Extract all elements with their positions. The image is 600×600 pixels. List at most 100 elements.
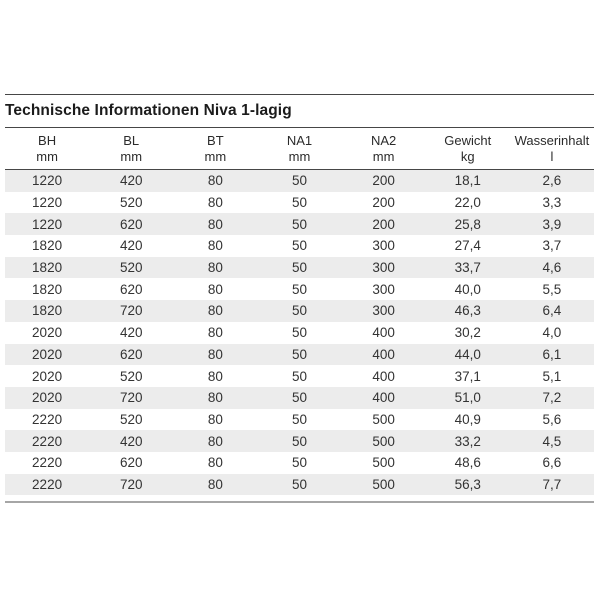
column-header: BT mm	[173, 128, 257, 170]
table-cell: 50	[291, 411, 307, 427]
table-row: 2220 720 80 50 500 56,3 7,7	[5, 473, 594, 496]
table-cell: 3,3	[542, 195, 562, 211]
header-unit: l	[550, 148, 554, 164]
table-cell: 200	[372, 216, 395, 232]
header-label: Wasserinhalt	[514, 132, 590, 148]
table-cell: 50	[291, 173, 307, 189]
header-label: NA2	[370, 132, 397, 148]
table-cell: 1220	[32, 216, 63, 232]
table-cell: 2220	[32, 411, 63, 427]
table-cell: 80	[207, 238, 223, 254]
table-cell: 520	[119, 411, 143, 427]
header-unit: mm	[36, 148, 58, 164]
table-cell: 27,4	[454, 238, 481, 254]
table-header: BH mm BL mm BT mm NA1 mm NA2 mm Gewicht kg Wasserinh…	[5, 128, 594, 170]
table-cell: 500	[372, 411, 395, 427]
table-cell: 50	[291, 455, 307, 471]
table-cell: 80	[207, 346, 223, 362]
table-cell: 25,8	[454, 216, 481, 232]
header-unit: mm	[288, 148, 311, 164]
table-row: 2020 720 80 50 400 51,0 7,2	[5, 386, 594, 409]
table-cell: 400	[372, 346, 395, 362]
table-cell: 6,1	[542, 346, 562, 362]
header-unit: mm	[120, 148, 143, 164]
table-cell: 80	[207, 260, 223, 276]
column-header: NA2 mm	[342, 128, 426, 170]
table-cell: 50	[291, 325, 307, 341]
table-row: 2020 520 80 50 400 37,1 5,1	[5, 365, 594, 387]
table-cell: 4,0	[542, 325, 562, 341]
table-cell: 400	[372, 390, 395, 406]
table-cell: 500	[372, 476, 395, 492]
table-cell: 80	[207, 325, 223, 341]
table-row: 2020 420 80 50 400 30,2 4,0	[5, 322, 594, 344]
table-cell: 720	[119, 476, 143, 492]
table-cell: 80	[207, 281, 223, 297]
table-body: 1220 420 80 50 200 18,1 2,6 1220 520 80 50 200 22,0 3…	[5, 169, 594, 496]
table-row: 1820 520 80 50 300 33,7 4,6	[5, 256, 594, 279]
table-cell: 50	[291, 281, 307, 297]
table-cell: 300	[372, 281, 395, 297]
table-cell: 3,9	[542, 216, 562, 232]
table-cell: 80	[207, 455, 223, 471]
table-cell: 5,5	[542, 281, 562, 297]
table-row: 2220 620 80 50 500 48,6 6,6	[5, 452, 594, 474]
table-cell: 46,3	[454, 303, 481, 319]
table-cell: 50	[291, 476, 307, 492]
header-label: BT	[207, 132, 224, 148]
table-header-row: BH mm BL mm BT mm NA1 mm NA2 mm Gewicht kg Wasserinh…	[5, 128, 594, 170]
table-cell: 520	[119, 368, 143, 384]
table-cell: 33,2	[454, 433, 481, 449]
table-cell: 1220	[32, 173, 63, 189]
table-row: 1220 520 80 50 200 22,0 3,3	[5, 192, 594, 214]
table-cell: 620	[119, 346, 143, 362]
table-cell: 720	[119, 303, 143, 319]
top-rule	[5, 94, 594, 95]
table-cell: 6,4	[542, 303, 562, 319]
table-cell: 3,7	[542, 238, 562, 254]
table-cell: 80	[207, 303, 223, 319]
table-cell: 620	[119, 281, 143, 297]
table-cell: 420	[119, 325, 143, 341]
page-title: Technische Informationen Niva 1-lagig	[5, 102, 292, 119]
header-label: NA1	[286, 132, 313, 148]
table-cell: 40,9	[454, 411, 481, 427]
bottom-rule	[5, 501, 594, 504]
column-header: BH mm	[5, 128, 89, 170]
header-label: BH	[38, 132, 57, 148]
table-cell: 2,6	[542, 173, 562, 189]
table-cell: 50	[291, 195, 307, 211]
table-cell: 44,0	[454, 346, 481, 362]
table-cell: 200	[372, 195, 395, 211]
table-cell: 1820	[32, 303, 63, 319]
table-cell: 80	[207, 411, 223, 427]
table-cell: 50	[291, 216, 307, 232]
table-cell: 520	[119, 260, 143, 276]
table-cell: 50	[291, 368, 307, 384]
table-cell: 80	[207, 390, 223, 406]
table-cell: 56,3	[454, 476, 481, 492]
table-cell: 48,6	[454, 455, 481, 471]
table-cell: 2220	[32, 433, 63, 449]
table-cell: 2020	[32, 346, 63, 362]
table-cell: 80	[207, 433, 223, 449]
table-cell: 7,2	[542, 390, 562, 406]
table-cell: 80	[207, 173, 223, 189]
table-row: 2220 420 80 50 500 33,2 4,5	[5, 430, 594, 452]
table-row: 2220 520 80 50 500 40,9 5,6	[5, 409, 594, 431]
table-cell: 18,1	[454, 173, 481, 189]
table-cell: 50	[291, 303, 307, 319]
header-unit: kg	[460, 148, 475, 164]
spec-table: BH mm BL mm BT mm NA1 mm NA2 mm Gewicht kg Wasserinh…	[5, 127, 594, 496]
table-cell: 2220	[32, 476, 63, 492]
table-cell: 5,1	[542, 368, 562, 384]
table-cell: 80	[207, 195, 223, 211]
table-cell: 33,7	[454, 260, 481, 276]
table-cell: 520	[119, 195, 143, 211]
table-cell: 1820	[32, 260, 63, 276]
column-header: Gewicht kg	[426, 128, 510, 170]
table-cell: 300	[372, 238, 395, 254]
table-cell: 80	[207, 476, 223, 492]
header-unit: mm	[372, 148, 395, 164]
table-cell: 420	[119, 173, 143, 189]
